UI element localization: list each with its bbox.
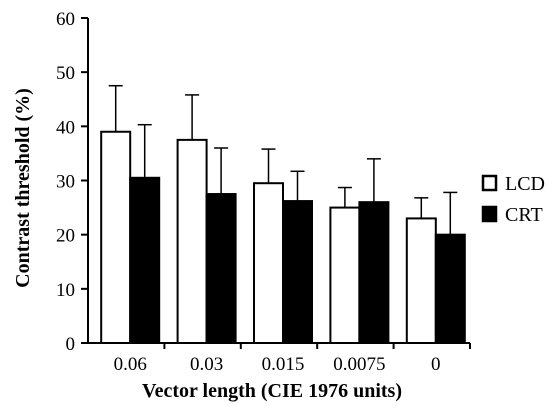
y-tick-label: 30 [56,172,75,193]
bar-lcd [405,217,437,345]
bars [100,130,466,345]
x-tick-label: 0.015 [262,354,305,375]
bar-crt [358,201,390,344]
x-tick-label: 0.0075 [333,354,385,375]
y-tick-label: 60 [56,9,75,30]
x-axis-title: Vector length (CIE 1976 units) [142,380,402,402]
error-bars [108,84,458,235]
legend-swatch-lcd [481,174,498,192]
legend-swatch-crt [481,205,498,223]
y-tick-label: 50 [56,63,75,84]
bar-lcd [176,138,208,344]
legend: LCD CRT [481,173,545,226]
x-tick-label: 0.06 [114,354,147,375]
y-axis-title: Contrast threshold (%) [12,88,34,288]
legend-label-lcd: LCD [505,173,545,195]
bar-crt [205,193,237,344]
bar-crt [434,233,466,345]
bar-crt [282,200,313,344]
bar-lcd [100,130,132,344]
bar-lcd [329,206,361,344]
x-tick-label: 0.03 [190,354,223,375]
y-tick-label: 0 [66,334,76,355]
bar-crt [129,176,161,344]
y-tick-label: 10 [56,280,75,301]
x-axis: 0.06 0.03 0.015 0.0075 0 [88,342,471,375]
bar-lcd [253,182,284,344]
legend-label-crt: CRT [505,204,543,226]
y-axis: 0 10 20 30 40 50 60 [56,9,89,355]
y-tick-label: 40 [56,117,75,138]
y-tick-label: 20 [56,226,75,247]
x-tick-label: 0 [431,354,441,375]
